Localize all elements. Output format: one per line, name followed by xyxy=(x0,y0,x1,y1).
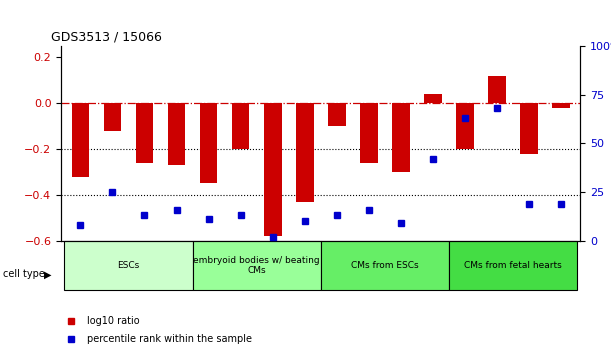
Bar xyxy=(552,103,570,108)
Text: log10 ratio: log10 ratio xyxy=(87,316,140,326)
Bar xyxy=(167,103,185,165)
Bar xyxy=(392,103,410,172)
Bar xyxy=(360,103,378,163)
Bar xyxy=(64,241,192,290)
Bar xyxy=(104,103,121,131)
Bar xyxy=(424,94,442,103)
Text: embryoid bodies w/ beating
CMs: embryoid bodies w/ beating CMs xyxy=(193,256,320,275)
Text: CMs from ESCs: CMs from ESCs xyxy=(351,261,419,270)
Bar xyxy=(264,103,282,236)
Bar xyxy=(296,103,313,202)
Text: CMs from fetal hearts: CMs from fetal hearts xyxy=(464,261,562,270)
Bar xyxy=(200,103,218,183)
Text: ESCs: ESCs xyxy=(117,261,139,270)
Text: cell type: cell type xyxy=(3,269,45,279)
Text: percentile rank within the sample: percentile rank within the sample xyxy=(87,334,252,344)
Bar xyxy=(136,103,153,163)
Bar xyxy=(321,241,449,290)
Bar xyxy=(488,76,506,103)
Bar xyxy=(449,241,577,290)
Bar xyxy=(456,103,474,149)
Text: ▶: ▶ xyxy=(44,269,51,279)
Bar xyxy=(71,103,89,177)
Text: GDS3513 / 15066: GDS3513 / 15066 xyxy=(51,30,161,44)
Bar xyxy=(521,103,538,154)
Bar xyxy=(328,103,346,126)
Bar xyxy=(232,103,249,149)
Bar xyxy=(192,241,321,290)
